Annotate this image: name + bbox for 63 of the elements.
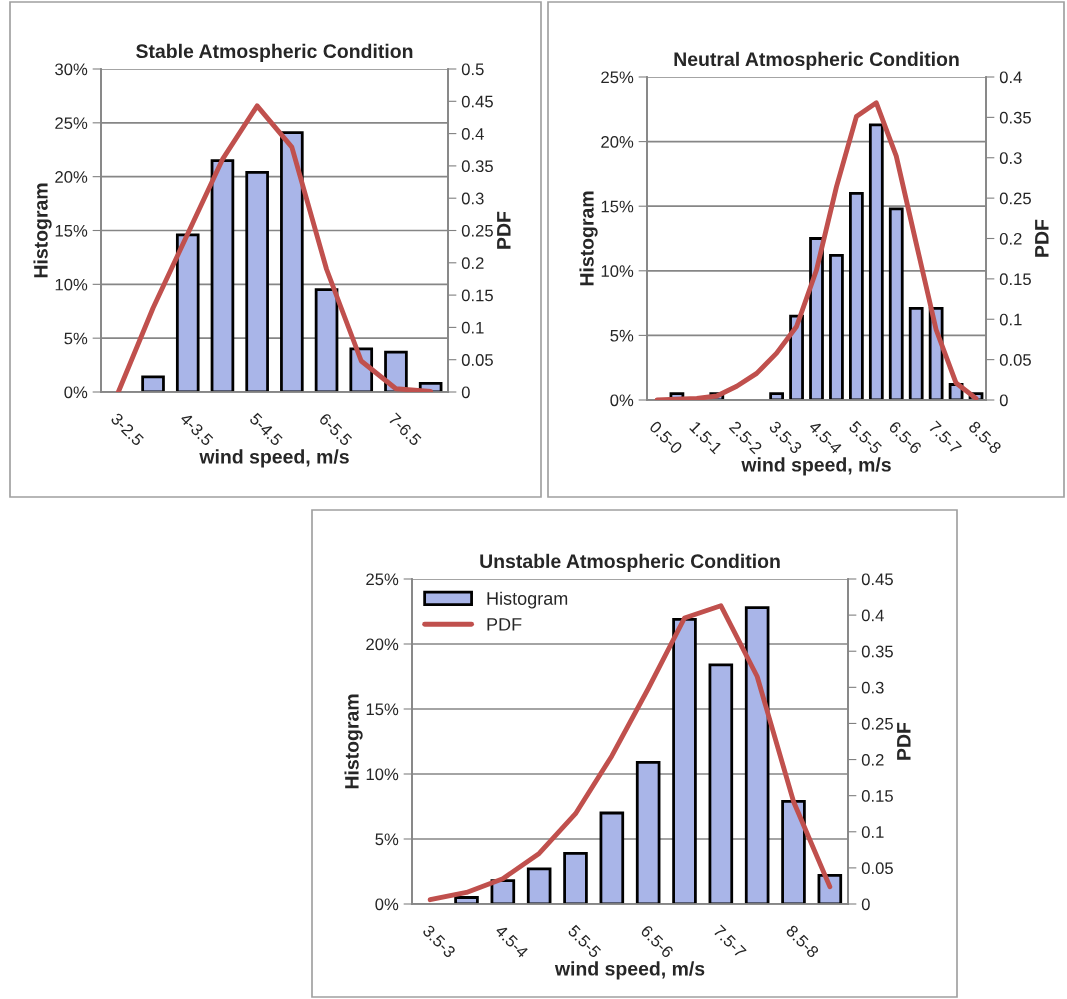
y2-tick-label: 0.05 bbox=[999, 354, 1031, 366]
y2-tick-label: 0 bbox=[999, 394, 1008, 407]
y2-tick-label: 0.35 bbox=[861, 645, 893, 658]
y-tick-label: 25% bbox=[601, 71, 634, 84]
y-axis-title: Histogram bbox=[33, 183, 52, 278]
y-tick-label: 10% bbox=[366, 768, 399, 781]
y-tick-label: 25% bbox=[55, 117, 88, 130]
y2-tick-label: 0.45 bbox=[861, 573, 893, 586]
y-tick-label: 30% bbox=[55, 63, 88, 76]
y2-tick-label: 0.15 bbox=[461, 289, 493, 302]
y-tick-label: 20% bbox=[55, 171, 88, 183]
y2-tick-label: 0.3 bbox=[861, 681, 884, 694]
y2-tick-label: 0.35 bbox=[461, 160, 493, 173]
y-tick-label: 5% bbox=[375, 833, 399, 846]
y-tick-label: 0% bbox=[375, 898, 399, 911]
y2-tick-label: 0.3 bbox=[461, 192, 484, 205]
chart-title: Stable Atmospheric Condition bbox=[136, 43, 413, 62]
legend-label: Histogram bbox=[487, 591, 568, 609]
chart-title: Unstable Atmospheric Condition bbox=[480, 553, 780, 572]
y2-tick-label: 0.15 bbox=[999, 273, 1031, 286]
y-tick-label: 15% bbox=[601, 200, 634, 213]
y2-tick-label: 0.25 bbox=[999, 192, 1031, 205]
y-tick-label: 10% bbox=[601, 265, 634, 277]
y-tick-label: 20% bbox=[601, 136, 634, 148]
y-tick-label: 15% bbox=[55, 224, 88, 237]
y2-tick-label: 0.15 bbox=[861, 790, 893, 802]
y-tick-label: 5% bbox=[64, 332, 88, 345]
y2-tick-label: 0.45 bbox=[461, 95, 493, 108]
y2-tick-label: 0.4 bbox=[461, 128, 484, 140]
y-tick-label: 20% bbox=[366, 638, 399, 651]
y-axis-title: Histogram bbox=[344, 694, 363, 789]
y2-tick-label: 0.05 bbox=[861, 862, 893, 875]
y2-tick-label: 0.4 bbox=[999, 71, 1022, 84]
y2-tick-label: 0.2 bbox=[861, 753, 884, 766]
y-tick-label: 25% bbox=[366, 573, 399, 586]
y2-tick-label: 0.25 bbox=[861, 717, 893, 730]
y2-tick-label: 0.2 bbox=[461, 257, 484, 269]
y2-tick-label: 0.25 bbox=[461, 224, 493, 237]
y2-tick-label: 0.4 bbox=[861, 609, 884, 622]
legend-label: PDF bbox=[487, 618, 522, 631]
y-tick-label: 5% bbox=[610, 329, 634, 342]
y-tick-label: 15% bbox=[366, 703, 399, 716]
y2-tick-label: 0 bbox=[461, 386, 470, 399]
x-axis-title: wind speed, m/s bbox=[554, 961, 705, 980]
y2-axis-title: PDF bbox=[897, 722, 911, 760]
y2-tick-label: 0.1 bbox=[461, 321, 484, 334]
chart-title: Neutral Atmospheric Condition bbox=[674, 51, 959, 70]
y2-axis-title: PDF bbox=[1035, 219, 1049, 257]
y2-tick-label: 0.35 bbox=[999, 111, 1031, 124]
y-tick-label: 10% bbox=[55, 278, 88, 291]
y2-tick-label: 0.1 bbox=[999, 313, 1022, 326]
y2-tick-label: 0.5 bbox=[461, 63, 484, 76]
y2-tick-label: 0 bbox=[861, 898, 870, 911]
y-axis-title: Histogram bbox=[579, 191, 598, 286]
x-axis-title: wind speed, m/s bbox=[199, 449, 349, 468]
y2-axis-title: PDF bbox=[497, 211, 511, 249]
y-tick-label: 0% bbox=[610, 394, 634, 407]
y2-tick-label: 0.1 bbox=[861, 826, 884, 838]
y-tick-label: 0% bbox=[64, 386, 88, 399]
y2-tick-label: 0.05 bbox=[461, 354, 493, 366]
x-axis-title: wind speed, m/s bbox=[741, 457, 891, 476]
y2-tick-label: 0.2 bbox=[999, 232, 1022, 245]
y2-tick-label: 0.3 bbox=[999, 152, 1022, 164]
